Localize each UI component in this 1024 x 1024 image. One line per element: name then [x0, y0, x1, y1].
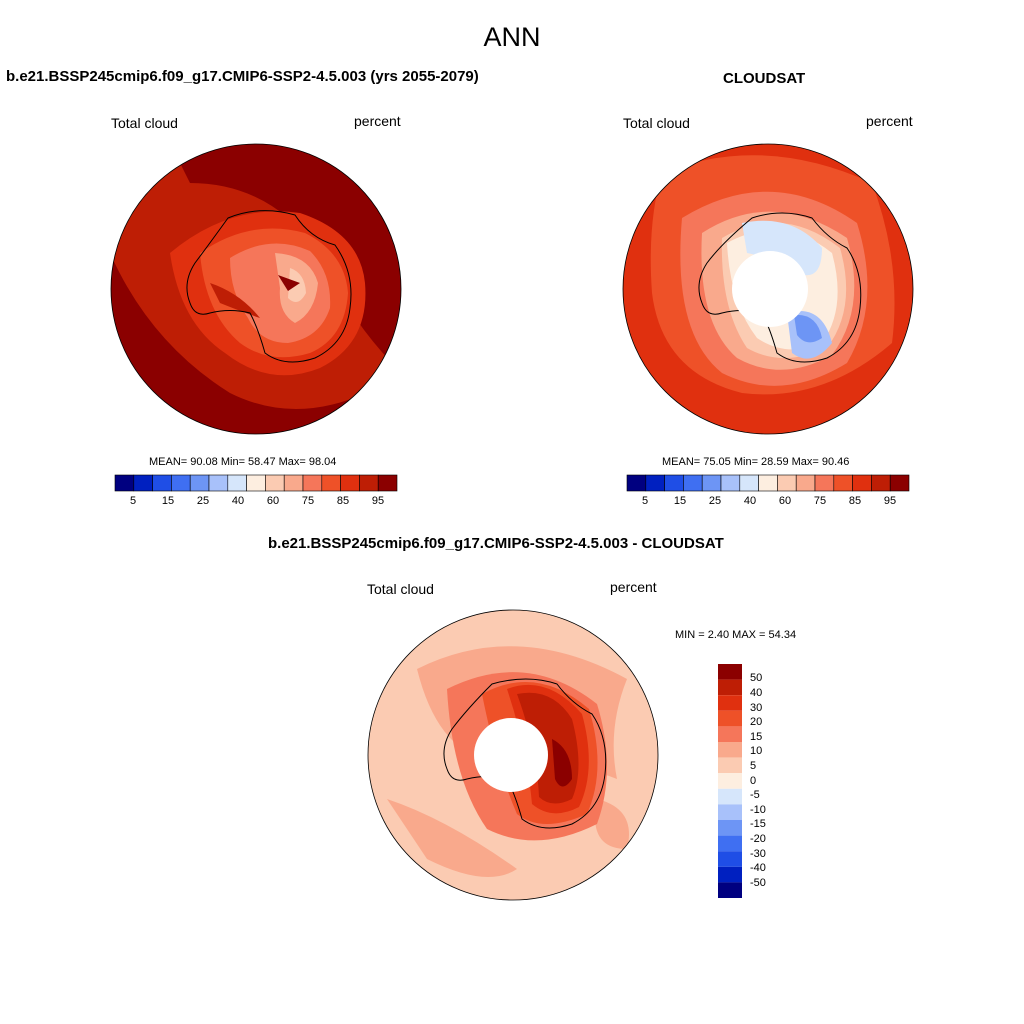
colorbar-swatch — [208, 474, 229, 492]
diff-colorbar-tick: -40 — [750, 862, 766, 874]
colorbar-swatch — [321, 474, 341, 492]
obs-polar-map — [622, 143, 914, 435]
colorbar-swatch — [720, 474, 741, 492]
colorbar-swatch — [718, 679, 742, 696]
colorbar-swatch — [302, 474, 323, 492]
model-colorbar-tick: 85 — [336, 495, 350, 507]
diff-colorbar-tick: 10 — [750, 745, 763, 757]
obs-colorbar-tick: 95 — [883, 495, 897, 507]
diff-colorbar-tick: 15 — [750, 731, 763, 743]
obs-variable-label: Total cloud — [623, 115, 690, 131]
model-colorbar-tick: 5 — [129, 495, 137, 507]
colorbar-swatch — [645, 474, 665, 492]
colorbar-swatch — [265, 474, 285, 492]
obs-colorbar-tick: 60 — [778, 495, 792, 507]
model-stats: MEAN= 90.08 Min= 58.47 Max= 98.04 — [149, 456, 337, 468]
obs-colorbar-tick: 25 — [708, 495, 722, 507]
colorbar-swatch — [683, 474, 703, 492]
obs-colorbar-tick: 85 — [848, 495, 862, 507]
model-colorbar-tick: 60 — [266, 495, 280, 507]
diff-panel-title: b.e21.BSSP245cmip6.f09_g17.CMIP6-SSP2-4.… — [268, 535, 724, 552]
colorbar-swatch — [189, 474, 210, 492]
colorbar-swatch — [871, 474, 891, 492]
obs-units-label: percent — [866, 113, 913, 129]
obs-colorbar-tick: 40 — [743, 495, 757, 507]
colorbar-swatch — [359, 474, 379, 492]
obs-colorbar-tick: 5 — [641, 495, 649, 507]
model-colorbar — [114, 474, 398, 492]
colorbar-swatch — [718, 664, 742, 680]
model-colorbar-tick: 15 — [161, 495, 175, 507]
colorbar-swatch — [758, 474, 778, 492]
colorbar-swatch — [795, 474, 816, 492]
colorbar-swatch — [718, 804, 742, 820]
colorbar-swatch — [152, 474, 172, 492]
model-colorbar-tick: 95 — [371, 495, 385, 507]
diff-colorbar-tick: 40 — [750, 687, 763, 699]
model-polar-map — [110, 143, 402, 435]
colorbar-swatch — [739, 474, 759, 492]
obs-stats: MEAN= 75.05 Min= 28.59 Max= 90.46 — [662, 456, 850, 468]
diff-colorbar-tick: -15 — [750, 818, 766, 830]
colorbar-swatch — [718, 788, 742, 805]
colorbar-swatch — [718, 742, 742, 758]
model-variable-label: Total cloud — [111, 115, 178, 131]
colorbar-swatch — [889, 474, 910, 492]
colorbar-swatch — [718, 866, 742, 883]
diff-colorbar-tick: -10 — [750, 804, 766, 816]
colorbar-swatch — [664, 474, 684, 492]
colorbar-swatch — [718, 851, 742, 867]
colorbar-swatch — [814, 474, 835, 492]
colorbar-swatch — [718, 773, 742, 789]
colorbar-swatch — [718, 820, 742, 836]
diff-colorbar-tick: 20 — [750, 716, 763, 728]
diff-colorbar-tick: -30 — [750, 848, 766, 860]
colorbar-swatch — [171, 474, 191, 492]
model-panel-title: b.e21.BSSP245cmip6.f09_g17.CMIP6-SSP2-4.… — [6, 68, 479, 85]
obs-colorbar-tick: 75 — [813, 495, 827, 507]
colorbar-swatch — [718, 726, 742, 742]
model-colorbar-tick: 40 — [231, 495, 245, 507]
diff-variable-label: Total cloud — [367, 581, 434, 597]
obs-colorbar — [626, 474, 910, 492]
model-colorbar-tick: 25 — [196, 495, 210, 507]
obs-colorbar-tick: 15 — [673, 495, 687, 507]
colorbar-swatch — [626, 474, 647, 492]
diff-units-label: percent — [610, 579, 657, 595]
colorbar-swatch — [718, 882, 742, 898]
colorbar-swatch — [718, 835, 742, 852]
diff-colorbar-tick: 0 — [750, 775, 757, 787]
colorbar-swatch — [114, 474, 135, 492]
figure-title: ANN — [483, 22, 541, 52]
diff-colorbar-tick: 30 — [750, 702, 763, 714]
colorbar-swatch — [246, 474, 266, 492]
colorbar-swatch — [777, 474, 797, 492]
obs-panel-title: CLOUDSAT — [723, 70, 806, 87]
diff-colorbar-tick: 50 — [750, 672, 763, 684]
diff-stats: MIN = 2.40 MAX = 54.34 — [675, 629, 797, 641]
colorbar-swatch — [283, 474, 304, 492]
colorbar-swatch — [133, 474, 153, 492]
model-colorbar-tick: 75 — [301, 495, 315, 507]
diff-colorbar-tick: -5 — [750, 789, 760, 801]
model-units-label: percent — [354, 113, 401, 129]
diff-polar-map — [367, 609, 659, 901]
colorbar-swatch — [718, 695, 742, 711]
diff-colorbar-tick: -50 — [750, 877, 766, 889]
colorbar-swatch — [340, 474, 360, 492]
colorbar-swatch — [852, 474, 872, 492]
colorbar-swatch — [718, 757, 742, 774]
diff-colorbar — [718, 664, 742, 898]
colorbar-swatch — [227, 474, 247, 492]
colorbar-swatch — [833, 474, 853, 492]
diff-colorbar-tick: 5 — [750, 760, 757, 772]
colorbar-swatch — [377, 474, 398, 492]
colorbar-swatch — [701, 474, 722, 492]
diff-colorbar-tick: -20 — [750, 833, 766, 845]
colorbar-swatch — [718, 710, 742, 727]
